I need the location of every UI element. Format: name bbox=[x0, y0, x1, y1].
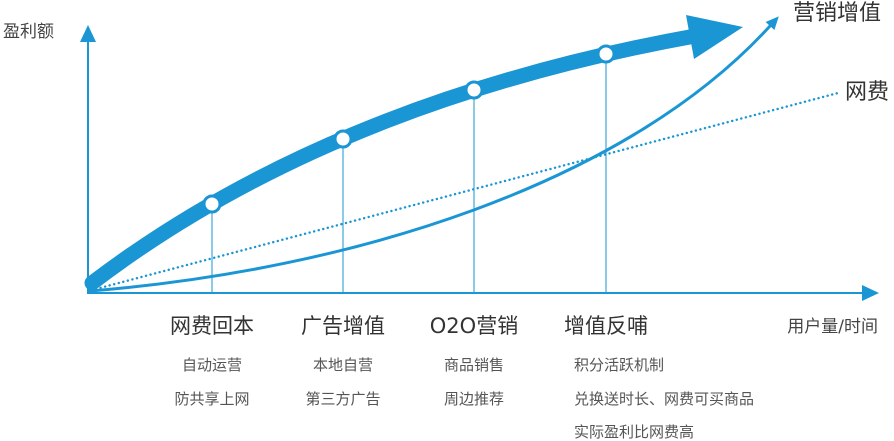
stage-item: 积分活跃机制 bbox=[574, 356, 664, 374]
marketing-value-label: 营销增值 bbox=[793, 1, 881, 26]
stage-ad-value: 广告增值 本地自营 第三方广告 bbox=[301, 314, 385, 408]
marketing-value-curve bbox=[88, 24, 772, 293]
stage-marker-value-feedback bbox=[596, 44, 616, 64]
x-axis-label: 用户量/时间 bbox=[787, 317, 878, 337]
stage-item: 第三方广告 bbox=[305, 390, 380, 408]
stage-item: 周边推荐 bbox=[444, 390, 504, 408]
fee-line bbox=[94, 91, 840, 291]
stage-title: 广告增值 bbox=[301, 314, 385, 338]
x-axis-arrowhead bbox=[862, 285, 879, 301]
stage-item: 自动运营 bbox=[182, 356, 242, 374]
y-axis-arrowhead bbox=[80, 25, 96, 42]
stage-o2o-marketing: O2O营销 商品销售 周边推荐 bbox=[430, 314, 518, 408]
stage-item: 实际盈利比网费高 bbox=[574, 423, 694, 441]
stage-title: O2O营销 bbox=[430, 314, 518, 338]
stage-title: 网费回本 bbox=[170, 314, 254, 338]
stage-marker-ad-value bbox=[333, 129, 353, 149]
growth-arrow-head bbox=[686, 15, 743, 59]
stage-item: 兑换送时长、网费可买商品 bbox=[574, 390, 754, 408]
stage-item: 防共享上网 bbox=[174, 390, 249, 408]
stage-marker-o2o-marketing bbox=[464, 80, 484, 100]
fee-line-label: 网费 bbox=[845, 80, 889, 105]
stage-item: 商品销售 bbox=[444, 356, 504, 374]
stage-marker-net-fee-payback bbox=[202, 194, 222, 214]
stage-title: 增值反哺 bbox=[564, 314, 648, 338]
stage-value-feedback: 增值反哺 积分活跃机制 兑换送时长、网费可买商品 实际盈利比网费高 bbox=[564, 314, 754, 441]
stage-item: 本地自营 bbox=[313, 356, 373, 374]
growth-arrow-curve bbox=[84, 28, 703, 291]
stage-net-fee-payback: 网费回本 自动运营 防共享上网 bbox=[170, 314, 254, 408]
marketing-value-arrowhead bbox=[765, 16, 779, 30]
y-axis-label: 盈利额 bbox=[3, 22, 54, 42]
